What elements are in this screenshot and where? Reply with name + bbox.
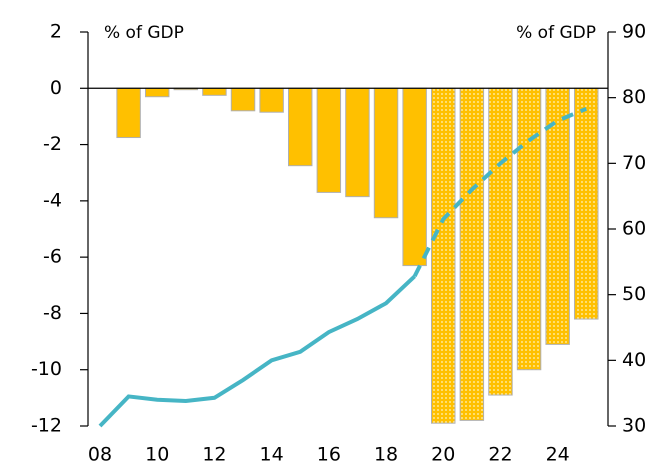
y-tick-label: 2 xyxy=(50,21,62,43)
bar xyxy=(116,87,141,139)
x-tick-label: 12 xyxy=(202,444,226,466)
bar xyxy=(259,87,284,113)
bar xyxy=(516,87,542,371)
right-axis-unit: % of GDP xyxy=(516,23,596,43)
bar xyxy=(431,87,456,424)
y2-tick-label: 80 xyxy=(622,86,646,108)
bar xyxy=(288,87,313,167)
bar xyxy=(202,87,227,96)
y-tick-label: -2 xyxy=(43,133,62,155)
y2-tick-label: 40 xyxy=(622,349,646,371)
x-tick-label: 10 xyxy=(145,444,169,466)
y-tick-label: -10 xyxy=(31,358,62,380)
bar xyxy=(144,87,170,98)
y-tick-label: -12 xyxy=(31,415,62,437)
bar xyxy=(574,87,599,320)
y-tick-label: 0 xyxy=(50,77,62,99)
bar xyxy=(373,87,399,219)
x-tick-label: 14 xyxy=(260,444,284,466)
x-tick-label: 08 xyxy=(88,444,112,466)
y-tick-label: -4 xyxy=(43,189,62,211)
x-tick-label: 18 xyxy=(374,444,398,466)
y2-tick-label: 90 xyxy=(622,21,646,43)
y2-tick-label: 50 xyxy=(622,283,646,305)
y2-tick-label: 60 xyxy=(622,218,646,240)
x-tick-label: 24 xyxy=(546,444,570,466)
y2-tick-label: 30 xyxy=(622,415,646,437)
y-tick-label: -6 xyxy=(43,246,62,268)
bar xyxy=(459,87,485,421)
bar xyxy=(230,87,256,112)
left-axis-unit: % of GDP xyxy=(104,23,184,43)
x-tick-label: 20 xyxy=(431,444,455,466)
y2-tick-label: 70 xyxy=(622,152,646,174)
x-tick-label: 16 xyxy=(317,444,341,466)
bar xyxy=(345,87,370,198)
bar xyxy=(488,87,513,396)
bar xyxy=(316,87,342,193)
bar xyxy=(402,87,427,267)
x-tick-label: 22 xyxy=(488,444,512,466)
y-tick-label: -8 xyxy=(43,302,62,324)
line-series xyxy=(98,274,417,428)
line-series xyxy=(412,106,588,278)
